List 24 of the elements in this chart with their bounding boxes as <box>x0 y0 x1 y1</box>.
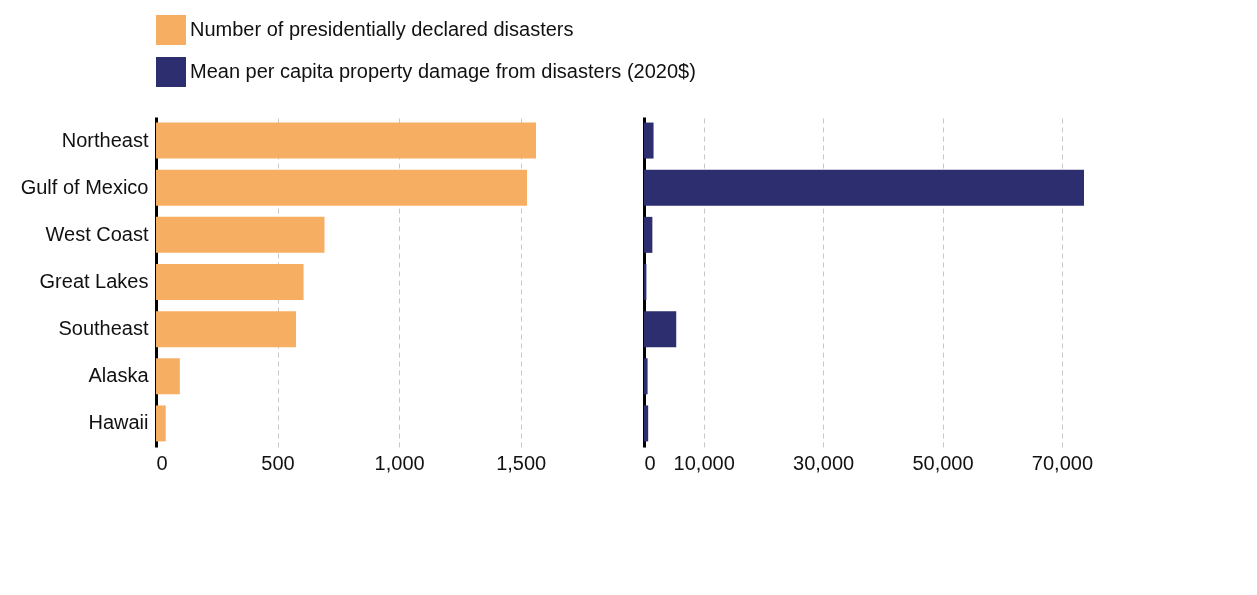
legend-label: Mean per capita property damage from disasters (2020$) <box>190 60 696 82</box>
x-tick-label: 50,000 <box>912 451 974 474</box>
x-tick-label: 0 <box>644 451 656 474</box>
y-tick-label: Southeast <box>58 317 149 340</box>
x-tick-label: 1,500 <box>496 451 547 474</box>
y-tick-label: Alaska <box>88 364 150 387</box>
y-tick-label: West Coast <box>45 222 149 245</box>
x-tick-label: 1,000 <box>374 451 425 474</box>
y-tick-label: Great Lakes <box>39 270 149 292</box>
bar <box>644 122 654 159</box>
y-tick-label: Northeast <box>61 128 149 151</box>
x-tick-label: 30,000 <box>793 451 855 474</box>
y-tick-label: Hawaii <box>88 411 149 434</box>
bar <box>644 169 1084 206</box>
x-tick-label: 0 <box>156 451 168 474</box>
bar <box>644 358 648 395</box>
bar <box>644 311 677 348</box>
x-tick-label: 500 <box>261 451 295 474</box>
x-tick-label: 70,000 <box>1031 451 1093 474</box>
bar <box>644 405 649 442</box>
bar <box>644 216 653 253</box>
legend-label: Number of presidentially declared disasters <box>190 18 574 40</box>
y-tick-label: Gulf of Mexico <box>20 175 149 198</box>
x-tick-label: 10,000 <box>673 451 735 474</box>
